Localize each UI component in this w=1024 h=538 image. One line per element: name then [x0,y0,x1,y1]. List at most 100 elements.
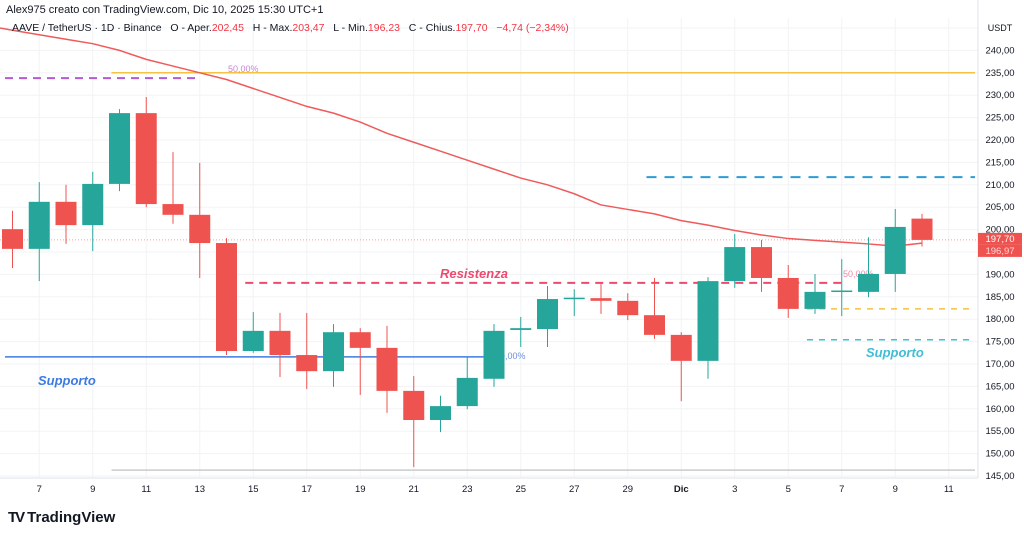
candle-nov-13[interactable] [189,162,211,278]
candle-dec-8[interactable] [858,237,879,298]
y-tick-label: 150,00 [985,449,1014,460]
candle-nov-26[interactable] [537,286,558,347]
x-tick-label: 7 [839,484,844,495]
x-tick-label: Dic [674,484,689,495]
candle-body [349,332,371,348]
candle-nov-8[interactable] [55,184,77,244]
fib-0-label: 0,00% [500,351,526,361]
candle-nov-17[interactable] [296,312,318,390]
open-label: O - Aper. [170,22,212,34]
candle-body [242,330,264,352]
resistance-label: Resistenza [440,266,508,281]
price-label-box [978,244,1022,257]
currency-label: USDT [988,23,1013,33]
candle-nov-14[interactable] [216,238,237,356]
candle-body [590,298,612,301]
candle-body [563,297,585,300]
close-value: 197,70 [455,22,488,34]
y-tick-label: 200,00 [985,225,1014,236]
candle-body [2,229,23,249]
x-tick-label: 7 [37,484,42,495]
candle-nov-25[interactable] [510,316,532,347]
y-tick-label: 240,00 [985,45,1014,56]
x-tick-label: 15 [248,484,259,495]
tradingview-logo[interactable]: TV TradingView [8,509,115,526]
candle-dec-9[interactable] [884,208,906,292]
candle-body [82,183,104,226]
fib-50-label: 50,00% [228,64,259,74]
candle-body [777,277,799,309]
candle-nov-21[interactable] [403,376,425,468]
ma-price-label: 196,97 [985,246,1014,257]
candle-body [724,247,746,282]
candle-nov-28[interactable] [590,282,612,314]
x-tick-label: 5 [786,484,791,495]
y-tick-label: 180,00 [985,314,1014,325]
candle-nov-15[interactable] [242,312,264,353]
candle-nov-6[interactable] [2,210,23,269]
x-tick-label: 9 [90,484,95,495]
candle-body [430,406,451,420]
candle-body [269,330,291,356]
y-tick-label: 155,00 [985,426,1014,437]
symbol-legend: AAVE / TetherUS · 1D · Binance O - Aper.… [12,22,569,34]
candle-body [109,113,130,184]
candle-dec-5[interactable] [777,264,799,318]
candle-nov-9[interactable] [82,171,104,252]
y-tick-label: 170,00 [985,359,1014,370]
x-tick-label: 3 [732,484,737,495]
candle-body [162,204,184,215]
candle-nov-12[interactable] [162,152,184,224]
candle-body [323,332,344,372]
candle-nov-24[interactable] [483,324,505,387]
candle-body [831,290,853,293]
candle-body [617,300,639,316]
candle-body [376,347,398,391]
candle-dec-6[interactable] [804,273,826,314]
candle-nov-19[interactable] [349,328,371,395]
x-tick-label: 29 [622,484,633,495]
candle-body [403,390,425,420]
candle-dec-1[interactable] [670,332,692,402]
candle-nov-29[interactable] [617,293,639,321]
candle-body [804,291,826,309]
y-tick-label: 210,00 [985,180,1014,191]
candle-body [456,377,478,407]
support-label-right: Supporto [866,345,924,360]
candle-nov-22[interactable] [430,395,451,433]
y-tick-label: 220,00 [985,135,1014,146]
candle-dec-3[interactable] [724,234,746,288]
candle-nov-10[interactable] [109,109,130,192]
candle-nov-7[interactable] [28,182,50,282]
candle-nov-30[interactable] [644,277,665,339]
x-tick-label: 13 [194,484,205,495]
low-label: L - Min. [333,22,368,34]
x-tick-label: 21 [408,484,419,495]
y-tick-label: 225,00 [985,113,1014,124]
symbol-name[interactable]: AAVE / TetherUS · 1D · Binance [12,22,162,34]
candle-nov-18[interactable] [323,324,344,387]
x-tick-label: 25 [515,484,526,495]
candle-body [670,334,692,361]
candle-body [216,243,237,352]
candle-body [189,214,211,244]
fib-50-label-right: 50,00% [843,269,874,279]
y-tick-label: 165,00 [985,381,1014,392]
candle-nov-20[interactable] [376,325,398,413]
candle-dec-7[interactable] [831,259,853,317]
moving-average-line[interactable] [0,27,923,247]
candle-dec-10[interactable] [911,214,933,247]
high-label: H - Max. [252,22,293,34]
candle-nov-23[interactable] [456,356,478,410]
candle-body [644,315,665,335]
x-tick-label: 19 [355,484,366,495]
x-tick-label: 9 [893,484,898,495]
candle-nov-16[interactable] [269,312,291,377]
candle-dec-4[interactable] [751,239,772,292]
candle-dec-2[interactable] [697,277,719,379]
candle-nov-27[interactable] [563,289,585,317]
high-value: 203,47 [292,22,325,34]
candle-nov-11[interactable] [135,96,157,208]
x-tick-label: 23 [462,484,473,495]
